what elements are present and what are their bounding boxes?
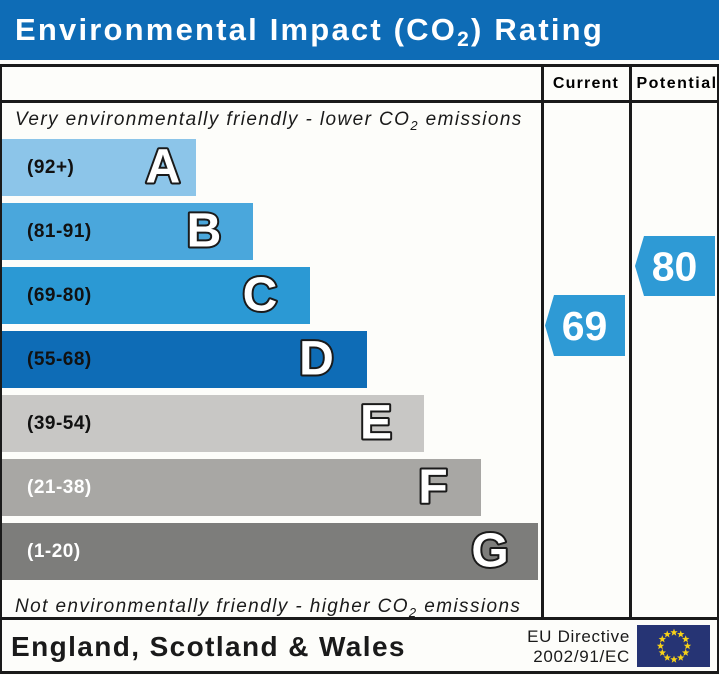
svg-text:G: G	[471, 525, 508, 578]
svg-text:B: B	[187, 205, 222, 258]
svg-text:D: D	[299, 333, 334, 386]
svg-text:69: 69	[562, 303, 608, 349]
svg-text:A: A	[146, 141, 181, 194]
svg-text:80: 80	[652, 244, 698, 290]
svg-text:F: F	[418, 461, 447, 514]
svg-text:E: E	[360, 397, 392, 450]
svg-text:C: C	[243, 269, 278, 322]
